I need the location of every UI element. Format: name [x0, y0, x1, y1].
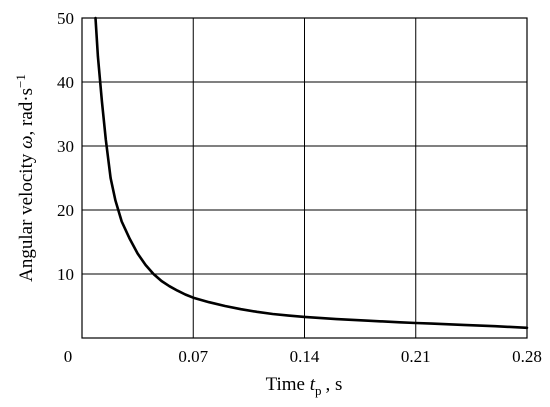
- x-axis-ticks: 0 0.07 0.14 0.21 0.28: [64, 347, 542, 366]
- y-tick-label: 10: [57, 265, 74, 284]
- y-axis-title-prefix: Angular velocity: [16, 153, 37, 282]
- x-axis-title-unit: , s: [326, 374, 343, 395]
- x-tick-label: 0.21: [401, 347, 431, 366]
- x-axis-title: Time tp , s: [266, 374, 343, 398]
- x-axis-title-symbol: t: [310, 374, 316, 395]
- x-tick-label: 0.07: [178, 347, 208, 366]
- series-line-angular-velocity: [94, 16, 529, 330]
- y-axis-title-symbol: ω: [16, 135, 37, 148]
- x-tick-label: 0.28: [512, 347, 542, 366]
- y-tick-label: 50: [57, 9, 74, 28]
- x-tick-label: 0.14: [290, 347, 320, 366]
- y-axis-ticks: 10 20 30 40 50: [57, 9, 74, 284]
- x-axis-title-prefix: Time: [266, 374, 305, 395]
- y-tick-label: 30: [57, 137, 74, 156]
- y-tick-label: 20: [57, 201, 74, 220]
- chart-grid: [82, 18, 527, 338]
- y-axis-title-superscript: −1: [13, 74, 28, 88]
- y-axis-title-unit: , rad·s: [16, 88, 37, 135]
- x-tick-label: 0: [64, 347, 73, 366]
- y-tick-label: 40: [57, 73, 74, 92]
- x-axis-title-subscript: p: [315, 383, 322, 398]
- plot-area-frame: [81, 17, 528, 339]
- y-axis-title: Angular velocity ω, rad·s−1: [13, 74, 37, 282]
